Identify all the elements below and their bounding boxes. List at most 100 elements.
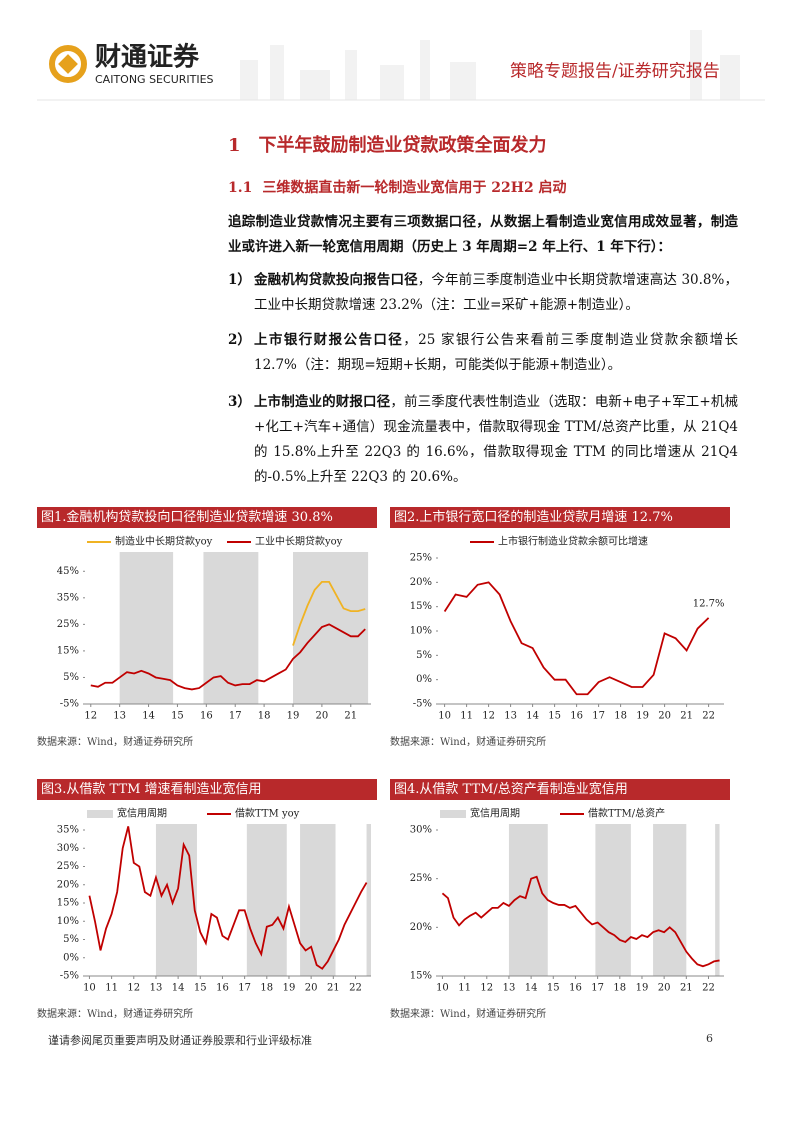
y-tick-label: 30% [57,843,79,854]
line-series [292,580,366,646]
x-tick-label: 17 [592,711,605,722]
y-tick-label: 5% [416,650,432,661]
y-tick-label: 25% [57,619,79,630]
x-tick-label: 14 [526,711,539,722]
item-marker: 3） [228,394,251,410]
x-tick-label: 10 [438,711,451,722]
shade [715,824,720,976]
disclaimer: 谨请参阅尾页重要声明及财通证券股票和行业评级标准 [48,1034,312,1047]
x-tick-label: 14 [172,983,185,994]
x-tick-label: 22 [702,711,715,722]
value-label: 12.7% [693,598,725,609]
line-series [443,581,710,696]
subsection-title: 三维数据直击新一轮制造业宽信用于 22H2 启动 [262,180,567,196]
item-bold: 上市银行财报公告口径 [254,332,404,348]
chart-title: 图3.从借款 TTM 增速看制造业宽信用 [37,779,377,800]
y-tick-label: 20% [410,577,432,588]
item-bold: 金融机构贷款投向报告口径 [254,272,418,288]
y-tick-label: 15% [57,898,79,909]
y-tick-label: 10% [410,626,432,637]
x-tick-label: 12 [480,983,493,994]
x-tick-label: 17 [591,983,604,994]
subsection-heading: 1.1 三维数据直击新一轮制造业宽信用于 22H2 启动 [228,177,567,197]
line-series [88,826,368,970]
subsection-number: 1.1 [228,180,253,196]
shade [119,552,174,704]
chart-source: 数据来源：Wind，财通证券研究所 [37,1009,194,1020]
shade [246,824,287,976]
legend-swatch [440,810,466,818]
x-tick-label: 14 [142,711,155,722]
x-tick-label: 18 [614,711,627,722]
y-tick-label: 5% [63,672,79,683]
y-tick-label: -5% [413,699,432,710]
section-title: 下半年鼓励制造业贷款政策全面发力 [258,135,547,156]
chart: -5% 0% 5% 10% 15% 20% 25% 10 11 12 13 14 15 16 17 18 19 2… [410,535,725,722]
chart-source: 数据来源：Wind，财通证券研究所 [37,737,194,748]
x-tick-label: 12 [482,711,495,722]
legend-label: 工业中长期贷款yoy [255,535,343,548]
item-text: ，前三季度代表性制造业（选取：电新+电子+军工+机械+化工+汽车+通信）现金流量… [254,394,739,485]
x-tick-label: 16 [200,711,213,722]
x-tick-label: 11 [460,711,473,722]
x-tick-label: 20 [316,711,329,722]
x-tick-label: 19 [283,983,296,994]
item: 金融机构贷款投向报告口径，今年前三季度制造业中长期贷款增速高达 30.8%，工业… [254,268,738,318]
y-tick-label: 25% [57,861,79,872]
shade [293,552,369,704]
x-tick-label: 18 [260,983,273,994]
y-tick-label: 45% [57,566,79,577]
chart-title: 图1.金融机构贷款投向口径制造业贷款增速 30.8% [37,507,377,528]
legend-label: 宽信用周期 [117,807,167,820]
y-tick-label: 20% [410,922,432,933]
header-graphic: 财通证券 CAITONG SECURITIES 策略专题报告/证券研究报告 [37,30,765,101]
x-tick-label: 14 [525,983,538,994]
x-tick-label: 13 [113,711,126,722]
line-series [441,875,720,968]
item-bold: 上市制造业的财报口径 [254,394,391,410]
y-tick-label: 35% [57,592,79,603]
x-tick-label: 11 [458,983,471,994]
y-tick-label: 5% [63,934,79,945]
item-text: ，25 家银行公告来看前三季度制造业贷款余额增长 12.7%（注：期现=短期+长… [254,332,738,373]
legend-label: 宽信用周期 [470,807,520,820]
x-tick-label: 12 [127,983,140,994]
logo-en: CAITONG SECURITIES [95,73,214,86]
item-marker: 2） [228,332,251,348]
shade [300,824,336,976]
chart-source: 数据来源：Wind，财通证券研究所 [390,1009,547,1020]
section-heading: 1 下半年鼓励制造业贷款政策全面发力 [228,131,547,157]
y-tick-label: 25% [410,553,432,564]
x-tick-label: 10 [436,983,449,994]
x-tick-label: 19 [636,983,649,994]
x-tick-label: 13 [503,983,516,994]
x-tick-label: 10 [83,983,96,994]
y-tick-label: 15% [57,645,79,656]
line-series [90,623,366,691]
shade [203,552,259,704]
x-tick-label: 17 [238,983,251,994]
shade [595,824,631,976]
x-tick-label: 22 [702,983,715,994]
y-tick-label: 10% [57,916,79,927]
x-tick-label: 15 [547,983,560,994]
legend-label: 上市银行制造业贷款余额可比增速 [498,535,648,548]
y-tick-label: 35% [57,825,79,836]
x-tick-label: 21 [680,983,693,994]
y-tick-label: 15% [410,971,432,982]
x-tick-label: 22 [349,983,362,994]
x-tick-label: 20 [305,983,318,994]
y-tick-label: 20% [57,879,79,890]
report-type: 策略专题报告/证券研究报告 [510,62,720,82]
chart-title: 图2.上市银行宽口径的制造业贷款月增速 12.7% [390,507,730,528]
intro: 追踪制造业贷款情况主要有三项数据口径，从数据上看制造业宽信用成效显著，制造业或许… [228,214,738,255]
logo-cn: 财通证券 [95,43,200,73]
x-tick-label: 15 [171,711,184,722]
y-tick-label: -5% [60,971,79,982]
legend-label: 制造业中长期贷款yoy [115,535,213,548]
chart: 15% 20% 25% 30% 10 11 12 13 14 15 16 17 18 19 20 21 22 宽信… [410,807,724,994]
x-tick-label: 21 [344,711,357,722]
section-number: 1 [228,135,241,156]
item-marker: 1） [228,272,251,288]
